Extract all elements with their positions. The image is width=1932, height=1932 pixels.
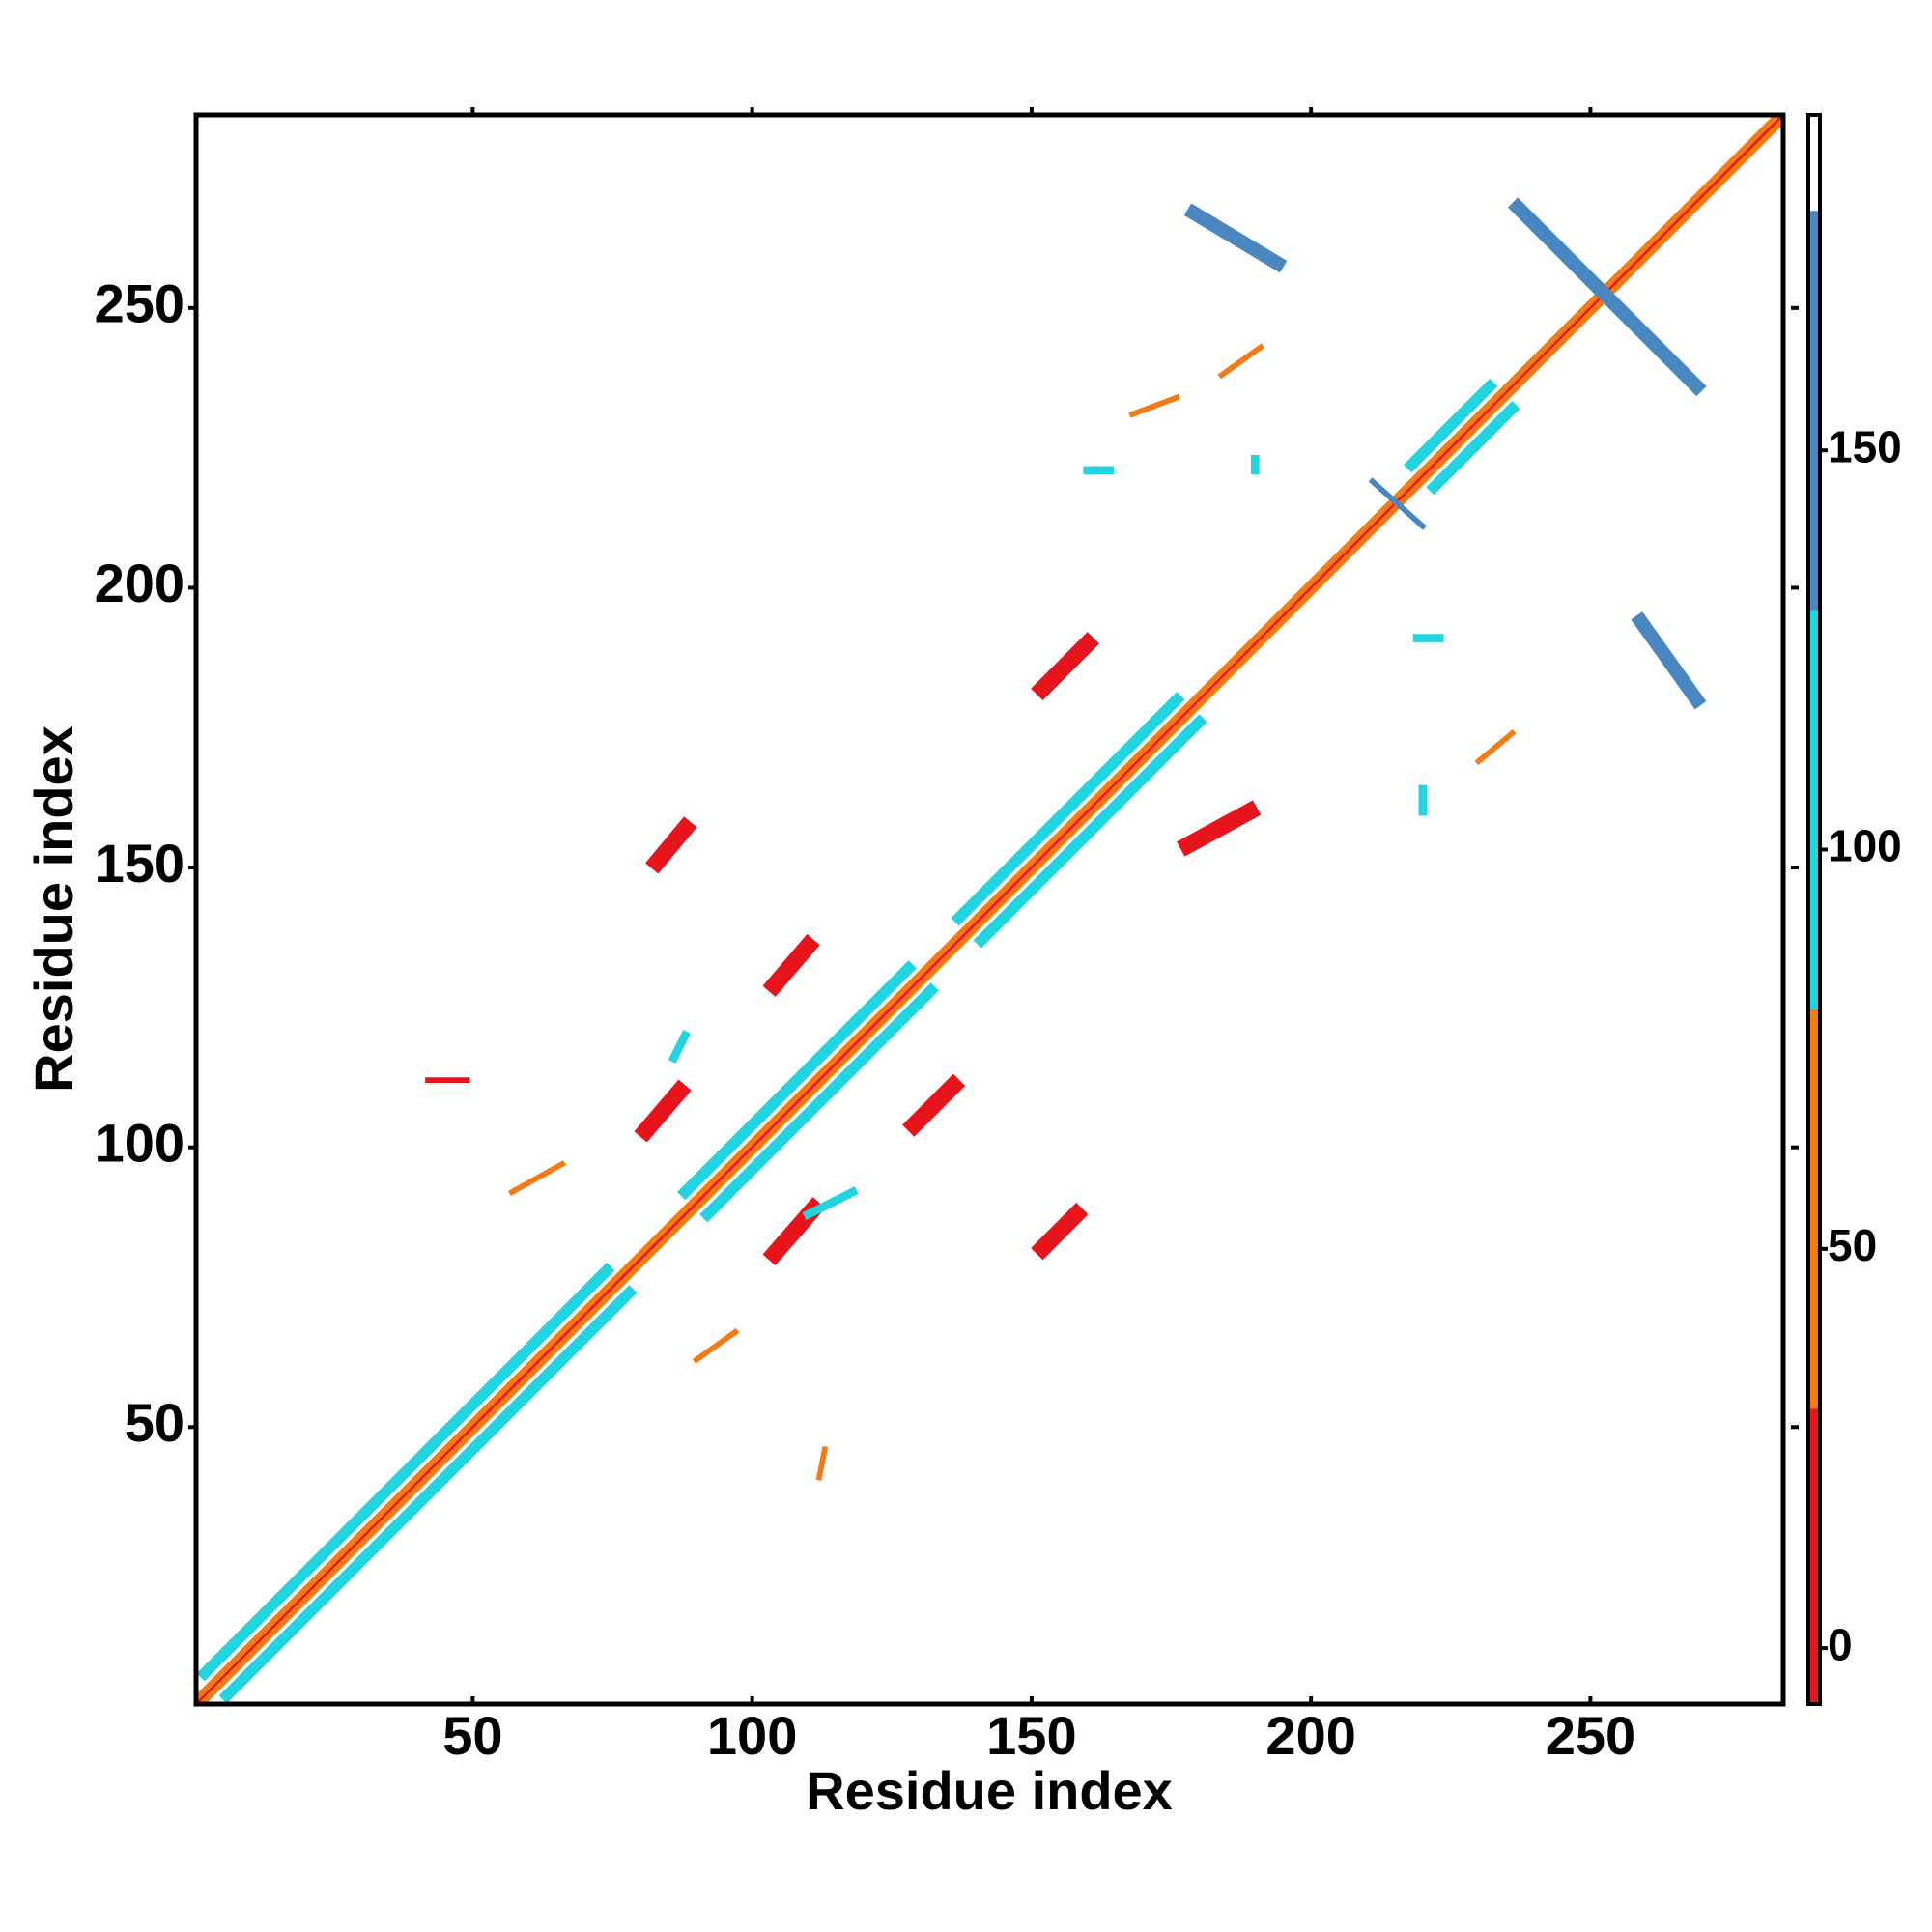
colorbar-segment bbox=[1808, 115, 1820, 212]
contact-cell bbox=[1368, 477, 1427, 530]
contact-cell bbox=[762, 933, 820, 997]
y-axis-label: Residue index bbox=[23, 725, 84, 1093]
colorbar-segment bbox=[1808, 1408, 1820, 1704]
x-tick-label: 100 bbox=[707, 1705, 797, 1766]
colorbar-segment bbox=[1808, 211, 1820, 611]
x-axis-label: Residue index bbox=[806, 1760, 1173, 1821]
contact-cell bbox=[1183, 203, 1288, 273]
contact-cell bbox=[196, 1262, 615, 1682]
contact-cell bbox=[645, 816, 697, 874]
plot-frame bbox=[193, 112, 1786, 1707]
contact-cell bbox=[1507, 197, 1707, 397]
contact-cell bbox=[196, 115, 1783, 1704]
y-tick-label: 150 bbox=[95, 833, 185, 894]
colorbar-segment bbox=[1808, 610, 1820, 1009]
contact-cell bbox=[1474, 728, 1517, 766]
y-tick-label: 100 bbox=[95, 1112, 185, 1173]
colorbar-tick-label: 0 bbox=[1828, 1619, 1853, 1669]
contact-cell bbox=[802, 1186, 859, 1221]
contact-cell bbox=[677, 960, 917, 1201]
contact-cell bbox=[1128, 393, 1181, 418]
contact-cell bbox=[1177, 800, 1262, 857]
colorbar-tick-label: 50 bbox=[1828, 1220, 1877, 1270]
contact-cell bbox=[815, 1446, 829, 1481]
contact-cell bbox=[1426, 400, 1520, 496]
contact-cell bbox=[668, 1030, 692, 1064]
y-tick-label: 250 bbox=[95, 273, 185, 334]
colorbar-frame bbox=[1806, 113, 1822, 1706]
contact-cell bbox=[902, 1073, 966, 1137]
contact-cell bbox=[218, 1285, 638, 1704]
contact-cell bbox=[1031, 632, 1100, 700]
contact-cell bbox=[1217, 343, 1265, 380]
contact-cell bbox=[1631, 611, 1707, 710]
y-tick-label: 50 bbox=[125, 1392, 185, 1453]
contact-cell bbox=[973, 714, 1208, 949]
contact-cell bbox=[951, 692, 1185, 926]
contact-cell bbox=[507, 1160, 566, 1196]
x-tick-label: 200 bbox=[1265, 1705, 1355, 1766]
y-tick-label: 200 bbox=[95, 553, 185, 613]
contact-cell bbox=[200, 119, 1783, 1704]
contact-cell bbox=[196, 115, 1779, 1700]
heatmap bbox=[196, 115, 1783, 1704]
colorbar-segment bbox=[1808, 1009, 1820, 1409]
contact-cell bbox=[1404, 378, 1498, 473]
colorbar-tick-label: 150 bbox=[1828, 421, 1902, 471]
x-tick-label: 50 bbox=[442, 1705, 502, 1766]
x-tick-label: 150 bbox=[986, 1705, 1076, 1766]
x-tick-label: 250 bbox=[1546, 1705, 1635, 1766]
colorbar-tick-label: 100 bbox=[1828, 821, 1902, 871]
contact-cell bbox=[1031, 1202, 1089, 1261]
contact-cell bbox=[692, 1327, 740, 1364]
contact-cell bbox=[699, 982, 939, 1223]
contact-cell bbox=[634, 1079, 692, 1143]
